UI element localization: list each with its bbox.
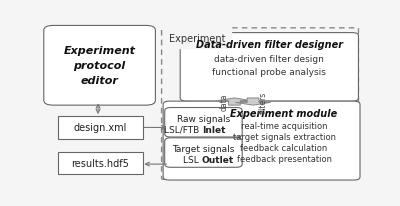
FancyBboxPatch shape [165, 138, 242, 167]
Text: real-time acquisition: real-time acquisition [241, 121, 327, 130]
Text: Inlet: Inlet [202, 125, 226, 134]
Text: data: data [220, 93, 228, 111]
FancyBboxPatch shape [165, 108, 242, 137]
FancyBboxPatch shape [44, 26, 155, 106]
FancyBboxPatch shape [58, 117, 143, 139]
Text: Experiment: Experiment [169, 33, 226, 43]
Text: LSL/FTB Inlet: LSL/FTB Inlet [0, 205, 1, 206]
Polygon shape [235, 98, 271, 106]
Text: functional probe analysis: functional probe analysis [212, 68, 326, 77]
Text: LSL/FTB: LSL/FTB [164, 125, 202, 134]
FancyBboxPatch shape [58, 152, 143, 175]
Text: Experiment
protocol
editor: Experiment protocol editor [64, 46, 136, 86]
Text: target signals extraction: target signals extraction [232, 132, 336, 141]
Text: LSL/FTB: LSL/FTB [0, 205, 1, 206]
Text: Raw signals: Raw signals [177, 115, 230, 124]
Text: LSL: LSL [183, 155, 202, 164]
Text: Target signals: Target signals [172, 145, 235, 154]
Text: filters: filters [259, 91, 268, 113]
Text: Experiment module: Experiment module [230, 109, 338, 118]
Text: results.hdf5: results.hdf5 [72, 159, 129, 169]
Text: design.xml: design.xml [74, 123, 127, 133]
Text: feedback presentation: feedback presentation [236, 154, 332, 163]
FancyBboxPatch shape [180, 33, 358, 102]
Text: Data-driven filter designer: Data-driven filter designer [196, 40, 343, 49]
Text: feedback calculation: feedback calculation [240, 143, 328, 152]
FancyBboxPatch shape [163, 102, 360, 180]
Polygon shape [217, 98, 252, 106]
Text: Outlet: Outlet [202, 155, 234, 164]
Text: data-driven filter design: data-driven filter design [214, 55, 324, 64]
